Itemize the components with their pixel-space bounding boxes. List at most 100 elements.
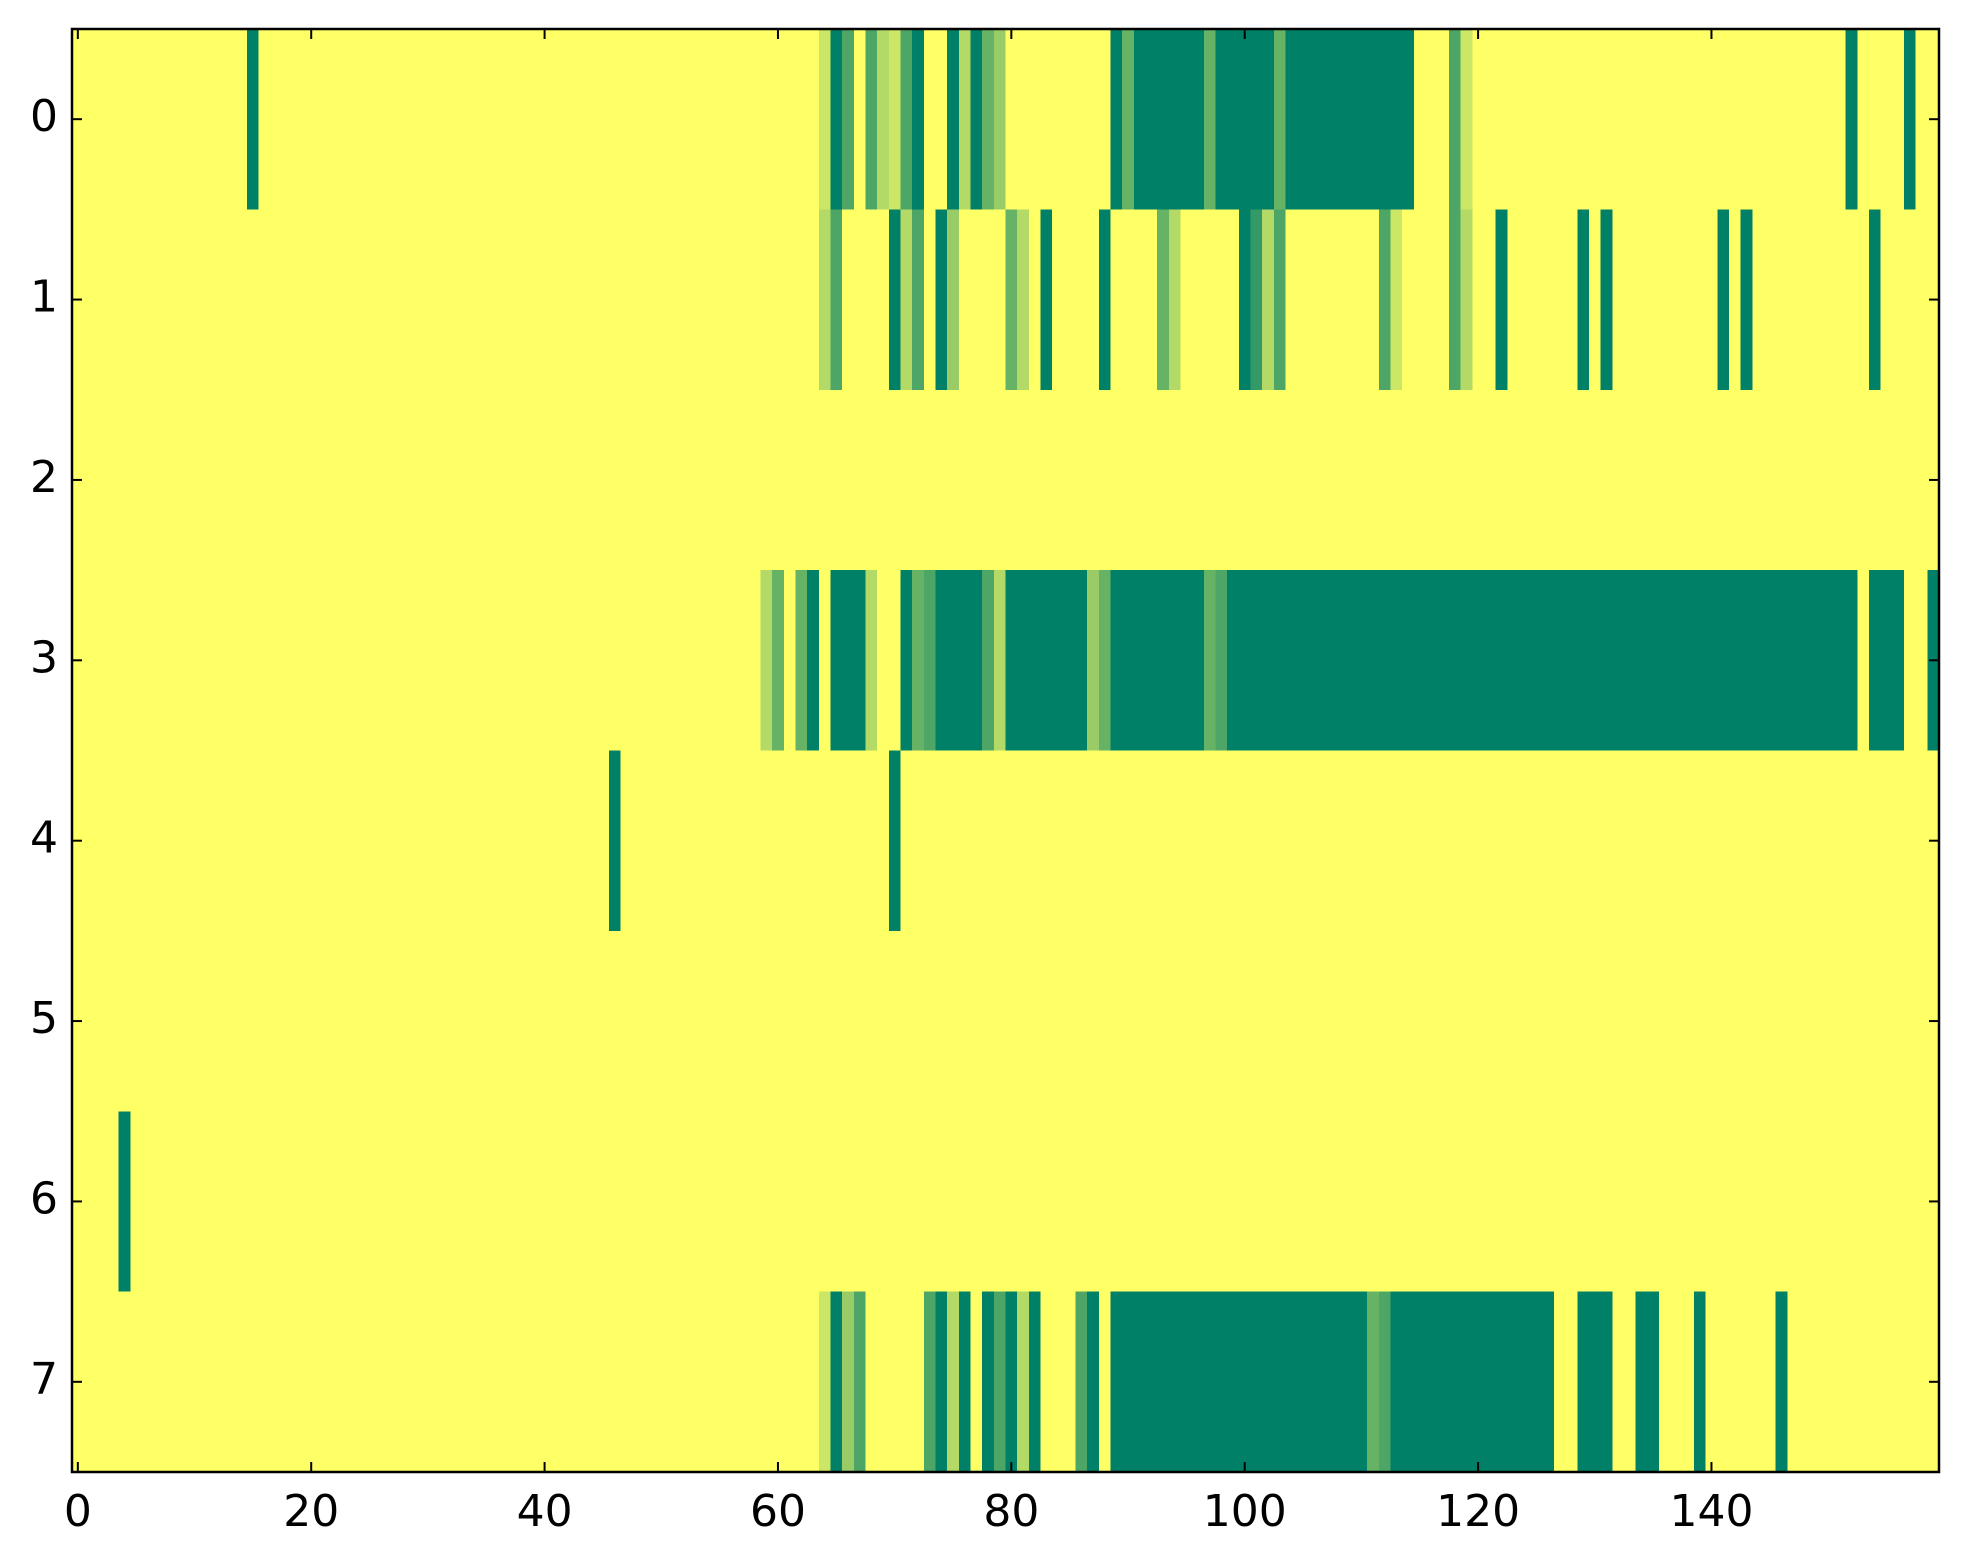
- cell: [1880, 750, 1893, 932]
- cell: [725, 1291, 738, 1473]
- cell: [667, 570, 680, 751]
- x-tick-label: 60: [750, 1486, 806, 1537]
- cell: [1682, 930, 1695, 1112]
- cell: [888, 750, 901, 932]
- cell: [445, 1111, 458, 1293]
- cell: [1483, 1291, 1497, 1473]
- cell: [293, 570, 306, 751]
- x-tick-label: 100: [1203, 1486, 1287, 1537]
- cell: [1600, 750, 1613, 932]
- cell: [1052, 570, 1065, 751]
- cell: [1728, 1291, 1742, 1473]
- cell: [562, 930, 575, 1112]
- cell: [1857, 750, 1870, 932]
- cell: [1157, 29, 1170, 210]
- cell: [328, 930, 341, 1112]
- cell: [1530, 389, 1543, 571]
- cell: [1752, 29, 1765, 210]
- cell: [1367, 209, 1380, 391]
- cell: [1495, 1111, 1508, 1293]
- cell: [1203, 570, 1217, 751]
- cell: [562, 389, 575, 571]
- cell: [1775, 750, 1788, 932]
- cell: [1682, 389, 1695, 571]
- cell: [1915, 570, 1928, 751]
- cell: [1145, 1291, 1158, 1473]
- cell: [1518, 570, 1532, 751]
- cell: [142, 389, 155, 571]
- cell: [410, 930, 423, 1112]
- cell: [573, 389, 586, 571]
- cell: [1273, 209, 1287, 391]
- cell: [1238, 570, 1252, 751]
- cell: [842, 750, 855, 932]
- cell: [1472, 389, 1485, 571]
- cell: [923, 209, 936, 391]
- cell: [1297, 29, 1310, 210]
- cell: [1005, 389, 1018, 571]
- cell: [982, 209, 995, 391]
- cell: [1798, 1111, 1812, 1293]
- cell: [258, 1291, 271, 1473]
- cell: [1822, 1291, 1835, 1473]
- cell: [422, 750, 435, 932]
- cell: [1273, 1111, 1287, 1293]
- cell: [527, 750, 540, 932]
- cell: [1448, 29, 1462, 210]
- cell: [888, 29, 901, 210]
- cell: [1227, 930, 1240, 1112]
- cell: [1040, 29, 1053, 210]
- cell: [1425, 1291, 1438, 1473]
- cell: [422, 209, 435, 391]
- cell: [888, 930, 901, 1112]
- cell: [375, 389, 388, 571]
- cell: [725, 750, 738, 932]
- cell: [993, 389, 1006, 571]
- cell: [1040, 750, 1053, 932]
- cell: [258, 29, 271, 210]
- cell: [328, 209, 341, 391]
- cell: [457, 389, 470, 571]
- cell: [597, 570, 610, 751]
- cell: [702, 570, 715, 751]
- cell: [1635, 930, 1648, 1112]
- cell: [1437, 389, 1450, 571]
- cell: [853, 750, 866, 932]
- cell: [387, 29, 400, 210]
- cell: [1273, 570, 1287, 751]
- heatmap-cells: [72, 29, 1940, 1473]
- cell: [1052, 29, 1065, 210]
- cell: [223, 930, 236, 1112]
- cell: [1145, 389, 1158, 571]
- x-tick-label: 40: [517, 1486, 573, 1537]
- cell: [935, 29, 948, 210]
- cell: [585, 209, 598, 391]
- y-tick-label: 7: [30, 1354, 58, 1405]
- cell: [1705, 209, 1718, 391]
- cell: [667, 1111, 680, 1293]
- cell: [410, 1111, 423, 1293]
- cell: [853, 29, 866, 210]
- y-tick-label: 2: [30, 452, 58, 503]
- cell: [1425, 570, 1438, 751]
- cell: [1017, 29, 1030, 210]
- cell: [760, 29, 773, 210]
- cell: [1798, 570, 1812, 751]
- cell: [667, 1291, 680, 1473]
- cell: [538, 750, 551, 932]
- cell: [562, 570, 575, 751]
- cell: [865, 1291, 878, 1473]
- cell: [538, 1111, 551, 1293]
- cell: [1180, 1291, 1193, 1473]
- cell: [1693, 1291, 1707, 1473]
- cell: [1670, 1291, 1683, 1473]
- cell: [1402, 389, 1415, 571]
- cell: [1612, 1291, 1625, 1473]
- cell: [258, 209, 271, 391]
- cell: [1670, 930, 1683, 1112]
- cell: [830, 209, 843, 391]
- cell: [142, 930, 155, 1112]
- x-tick-label: 140: [1669, 1486, 1753, 1537]
- cell: [317, 1111, 330, 1293]
- cell: [1320, 570, 1333, 751]
